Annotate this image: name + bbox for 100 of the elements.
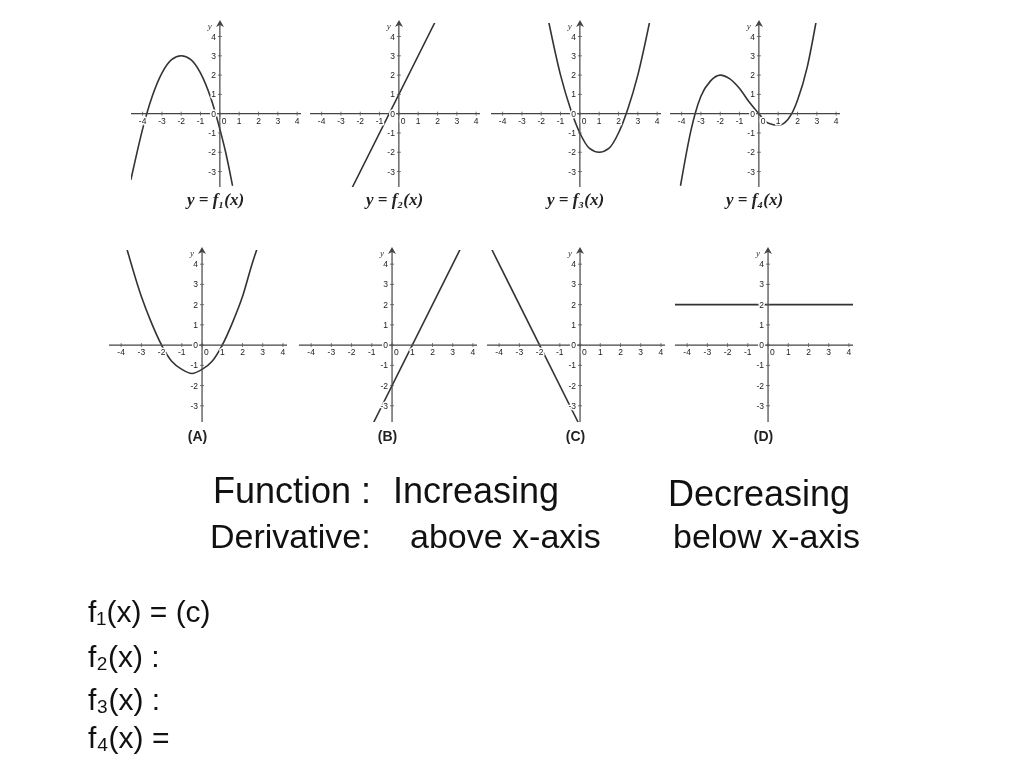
x-tick-label: 1 <box>415 115 421 126</box>
y-tick-label: 3 <box>383 279 389 290</box>
y-tick-label: 2 <box>383 299 389 310</box>
y-tick-label: -2 <box>387 147 396 158</box>
text: (C) <box>564 427 587 445</box>
x-tick-label: 1 <box>409 347 415 358</box>
y-tick-label: 1 <box>383 319 389 330</box>
x-tick-label: 4 <box>654 115 660 126</box>
y-tick-label: -2 <box>190 380 199 391</box>
x-tick-label: -4 <box>317 115 326 126</box>
text: y = f₁(x) <box>184 190 246 210</box>
x-tick-label: -4 <box>117 347 126 358</box>
y-tick-label: -3 <box>747 166 756 177</box>
y-tick-label: -1 <box>190 360 199 371</box>
x-tick-label: -2 <box>535 347 544 358</box>
text: (A) <box>186 427 209 445</box>
text: (D) <box>752 427 775 445</box>
y-tick-label: 2 <box>571 70 577 81</box>
y-tick-label: 3 <box>193 279 199 290</box>
line-series <box>548 23 651 154</box>
x-tick-label: -4 <box>683 347 692 358</box>
x-tick-label: 3 <box>260 347 266 358</box>
x-tick-label: 0 <box>770 347 776 358</box>
y-tick-label: 4 <box>390 31 396 42</box>
x-tick-label: 3 <box>275 115 281 126</box>
x-tick-label: 1 <box>219 347 225 358</box>
x-tick-label: 2 <box>256 115 262 126</box>
y-tick-label: 4 <box>193 259 199 270</box>
y-tick-label: -3 <box>568 166 577 177</box>
y-tick-label: 3 <box>390 50 396 61</box>
text: Derivative: <box>210 517 371 555</box>
y-tick-label: -2 <box>568 380 577 391</box>
x-tick-label: 0 <box>582 347 588 358</box>
x-tick-label: 3 <box>635 115 641 126</box>
x-tick-label: 3 <box>638 347 644 358</box>
x-tick-label: 4 <box>658 347 664 358</box>
text: Function : <box>213 470 372 511</box>
y-tick-label: -3 <box>208 166 217 177</box>
y-tick-label: -1 <box>568 127 577 138</box>
y-axis-title: y <box>190 248 195 258</box>
text: y = f₂(x) <box>363 190 425 210</box>
y-tick-label: 2 <box>193 299 199 310</box>
line-series <box>679 23 817 186</box>
x-tick-label: 1 <box>236 115 242 126</box>
x-tick-label: 2 <box>240 347 246 358</box>
x-tick-label: 2 <box>806 347 812 358</box>
x-tick-label: -2 <box>723 347 732 358</box>
x-tick-label: -3 <box>327 347 336 358</box>
y-axis-title: y <box>746 21 751 31</box>
y-axis-title: y <box>380 248 385 258</box>
y-axis-title: y <box>207 21 212 31</box>
x-tick-label: 4 <box>294 115 300 126</box>
x-tick-label: -2 <box>157 347 166 358</box>
text: below x-axis <box>673 517 861 555</box>
x-tick-label: 1 <box>596 115 602 126</box>
y-tick-label: -3 <box>380 400 389 411</box>
x-tick-label: 0 <box>581 115 587 126</box>
y-tick-label: -1 <box>756 360 765 371</box>
x-tick-label: 0 <box>221 115 227 126</box>
x-tick-label: 3 <box>826 347 832 358</box>
x-tick-label: 4 <box>473 115 479 126</box>
x-tick-label: -1 <box>368 347 376 358</box>
line-series <box>126 250 258 375</box>
x-tick-label: -2 <box>537 115 546 126</box>
y-tick-label: 2 <box>759 299 765 310</box>
y-tick-label: -2 <box>756 380 765 391</box>
x-tick-label: -2 <box>177 115 186 126</box>
text: f₃(x) : <box>88 683 161 716</box>
y-tick-label: -2 <box>568 147 577 158</box>
text: above x-axis <box>410 517 601 555</box>
y-tick-label: 1 <box>390 89 396 100</box>
y-tick-label: -2 <box>747 147 756 158</box>
y-tick-label: -3 <box>190 400 199 411</box>
y-tick-label: 4 <box>383 259 389 270</box>
x-tick-label: -3 <box>697 115 705 126</box>
x-tick-label: 2 <box>618 347 624 358</box>
y-tick-label: -1 <box>380 360 389 371</box>
y-tick-label: 3 <box>571 50 577 61</box>
text: f₁(x) = (c) <box>88 595 211 628</box>
y-tick-label: -1 <box>208 127 217 138</box>
y-tick-label: 0 <box>390 108 396 119</box>
y-axis-title: y <box>386 21 391 31</box>
y-axis-title: y <box>567 21 572 31</box>
text: y = f₄(x) <box>723 190 785 210</box>
x-tick-label: -1 <box>556 115 565 126</box>
y-tick-label: 0 <box>211 108 217 119</box>
x-tick-label: 4 <box>846 347 852 358</box>
y-tick-label: 2 <box>750 70 756 81</box>
text: Decreasing <box>668 473 851 514</box>
text: y = f₃(x) <box>544 190 606 210</box>
text: f₂(x) : <box>88 640 160 673</box>
y-tick-label: 1 <box>193 319 199 330</box>
y-tick-label: 1 <box>571 89 577 100</box>
x-tick-label: 1 <box>775 115 781 126</box>
y-tick-label: 1 <box>211 89 217 100</box>
x-tick-label: 4 <box>833 115 839 126</box>
y-tick-label: -3 <box>756 400 765 411</box>
x-tick-label: -4 <box>498 115 507 126</box>
x-tick-label: -3 <box>515 347 524 358</box>
y-tick-label: 3 <box>571 279 577 290</box>
